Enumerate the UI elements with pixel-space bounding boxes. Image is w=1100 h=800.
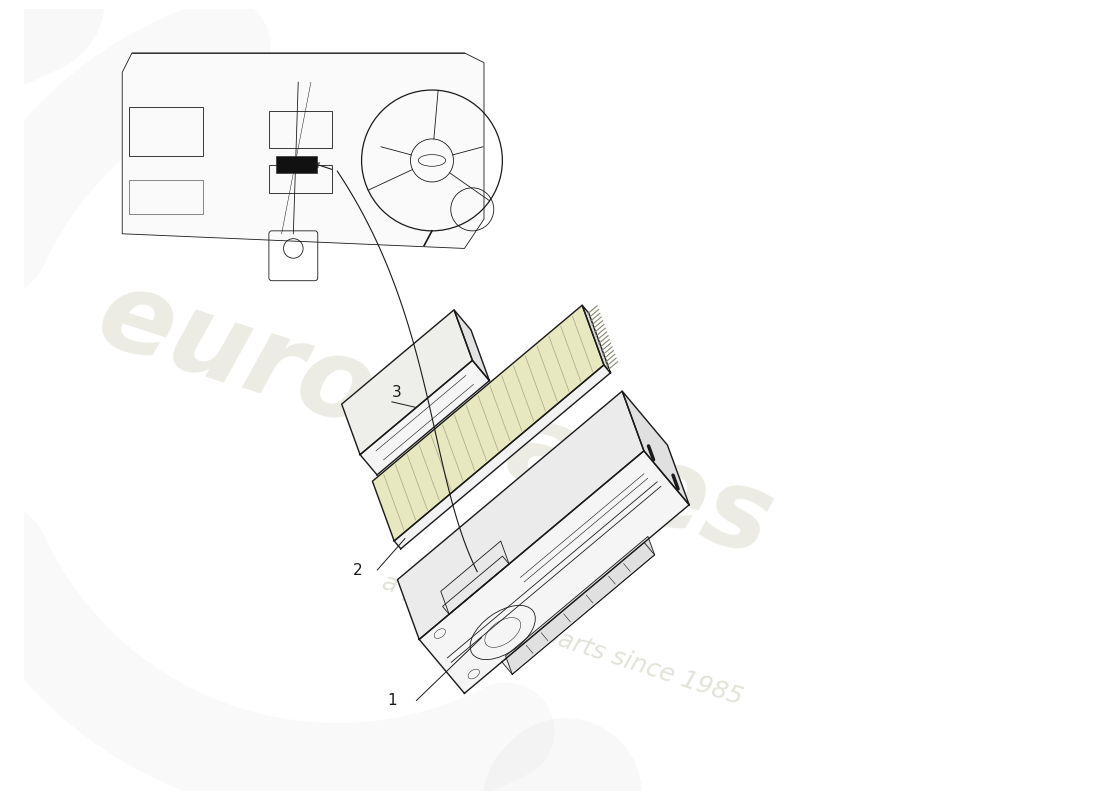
Polygon shape — [342, 310, 472, 454]
Text: eurospares: eurospares — [85, 260, 785, 579]
Polygon shape — [419, 451, 689, 694]
Text: a passion for parts since 1985: a passion for parts since 1985 — [378, 570, 746, 710]
Polygon shape — [502, 542, 654, 674]
Polygon shape — [441, 541, 509, 614]
Bar — [268, 110, 332, 148]
Polygon shape — [122, 53, 484, 249]
Polygon shape — [582, 306, 610, 373]
Bar — [268, 166, 332, 193]
Text: 3: 3 — [392, 385, 402, 399]
Polygon shape — [454, 310, 490, 381]
Text: 1: 1 — [387, 693, 397, 708]
Polygon shape — [360, 360, 490, 475]
Bar — [130, 180, 202, 214]
Polygon shape — [506, 537, 654, 674]
Bar — [276, 155, 317, 173]
Polygon shape — [397, 391, 644, 639]
Polygon shape — [442, 556, 509, 614]
Text: 2: 2 — [353, 562, 363, 578]
Polygon shape — [373, 306, 604, 541]
Polygon shape — [623, 391, 689, 505]
Polygon shape — [394, 365, 611, 549]
Bar — [130, 106, 202, 155]
